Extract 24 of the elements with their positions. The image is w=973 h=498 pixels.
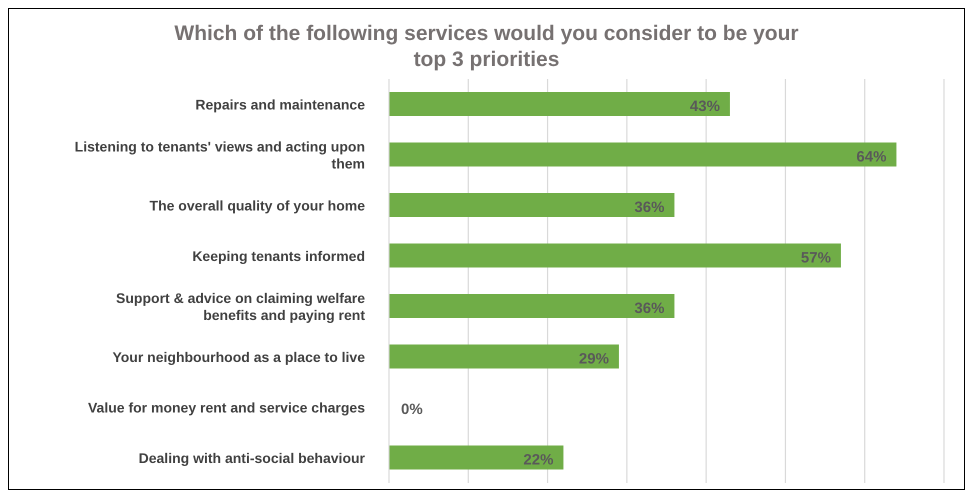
y-tick-label: Repairs and maintenance xyxy=(195,96,366,112)
y-tick-label: Listening to tenants' views and acting upon them xyxy=(74,138,365,172)
data-label: 22% xyxy=(523,451,554,468)
bar xyxy=(389,294,674,318)
data-label: 36% xyxy=(634,198,664,216)
bar xyxy=(389,92,730,116)
y-tick-label: Value for money rent and service charges xyxy=(88,399,366,416)
bar xyxy=(389,344,619,368)
data-label: 43% xyxy=(690,98,720,115)
data-label: 0% xyxy=(401,400,423,418)
data-label: 29% xyxy=(578,350,609,368)
bar xyxy=(389,244,841,268)
y-tick-label: Keeping tenants informed xyxy=(192,248,365,264)
y-tick-label: Dealing with anti-social behaviour xyxy=(138,450,366,466)
data-label: 64% xyxy=(856,148,886,166)
y-tick-label: Support & advice on claiming welfare benefits and paying rent xyxy=(116,290,366,323)
bar xyxy=(389,446,564,470)
data-label: 36% xyxy=(634,300,664,317)
y-tick-label: The overall quality of your home xyxy=(150,197,366,214)
bar xyxy=(389,142,896,166)
chart-title: Which of the following services would you consider to be your top 3 priorities xyxy=(173,21,800,73)
y-tick-label: Your neighbourhood as a place to live xyxy=(112,348,366,365)
bar xyxy=(389,193,674,217)
data-label: 57% xyxy=(800,249,831,266)
